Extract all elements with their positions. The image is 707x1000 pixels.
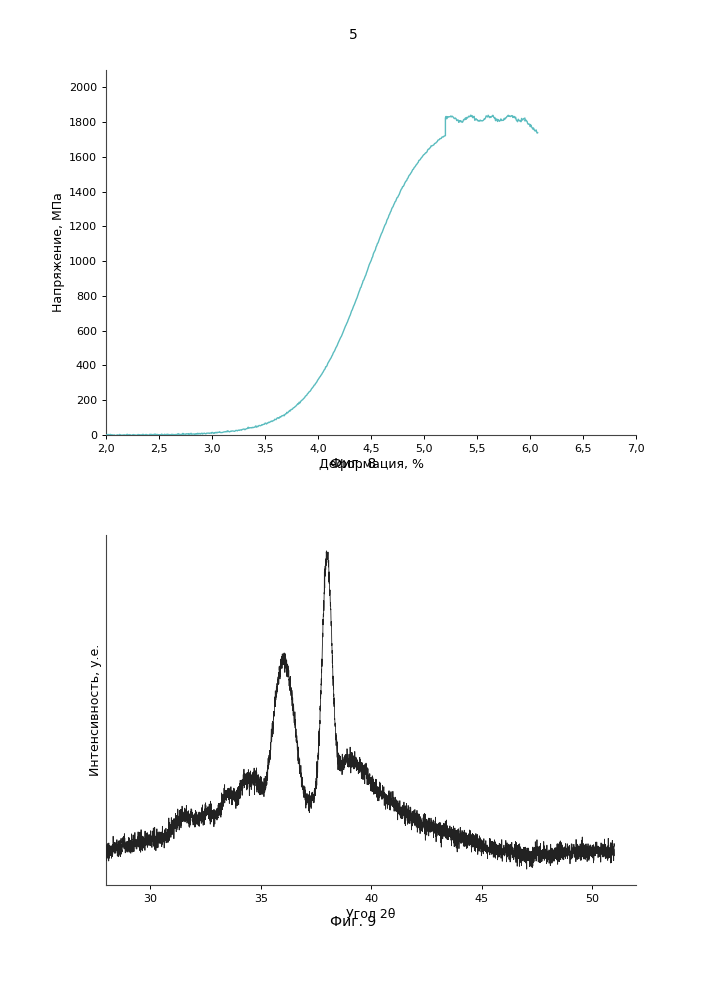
Text: Фиг. 9: Фиг. 9 [330,915,377,929]
Y-axis label: Напряжение, МПа: Напряжение, МПа [52,193,65,312]
Text: 5: 5 [349,28,358,42]
X-axis label: Деформация, %: Деформация, % [319,458,423,471]
Y-axis label: Интенсивность, у.е.: Интенсивность, у.е. [89,644,102,776]
Text: Фиг. 8: Фиг. 8 [330,457,377,471]
X-axis label: Угол 2θ: Угол 2θ [346,908,396,921]
